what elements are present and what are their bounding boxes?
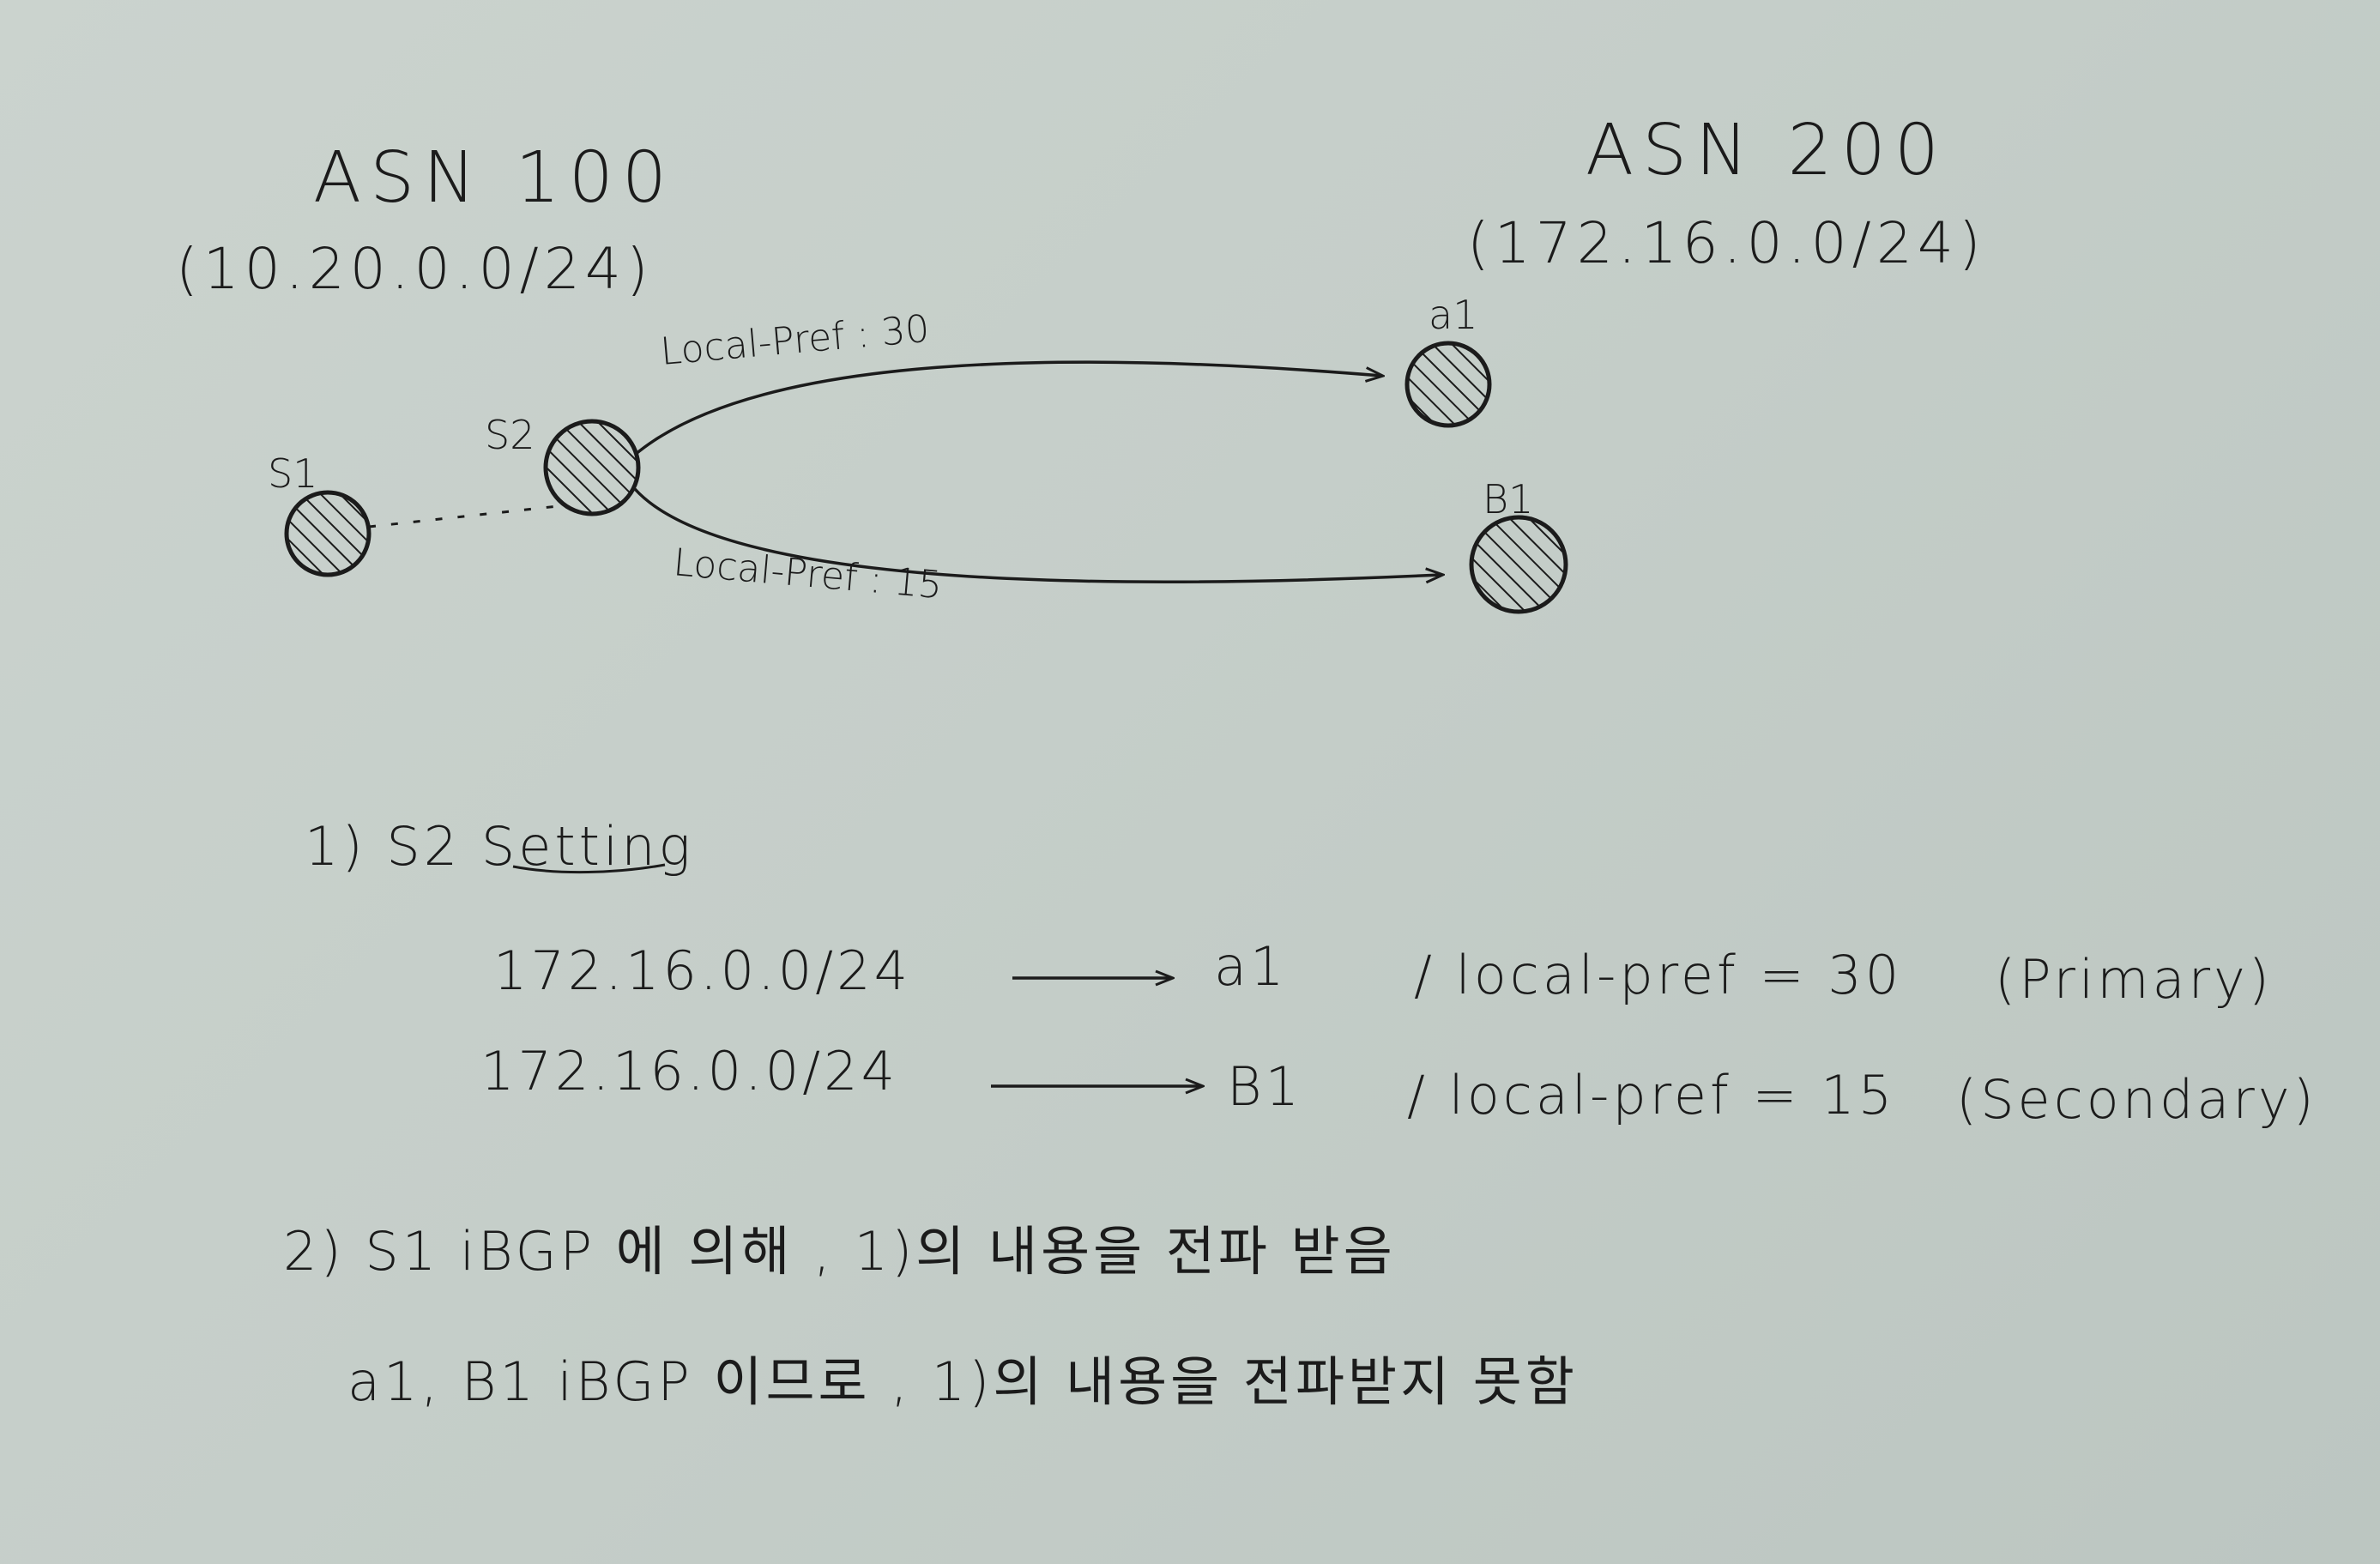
- node-s2: [543, 419, 641, 516]
- node-a1-label: a1: [1429, 292, 1478, 338]
- step1-title: 1) S2 Setting: [305, 815, 694, 878]
- s2-b1-link: [633, 487, 1441, 582]
- s2-a1-link: [633, 360, 1381, 456]
- row2-role: (Secondary): [1956, 1068, 2317, 1131]
- asn-left-subnet: (10.20.0.0/24): [176, 236, 654, 302]
- row2-prefix: 172.16.0.0/24: [480, 1040, 899, 1102]
- asn-left-title: ASN 100: [313, 137, 676, 219]
- s1-s2-dotted-link: [368, 504, 559, 528]
- row1-pref: / local-pref = 30: [1414, 944, 1903, 1006]
- setting-underline: [512, 863, 666, 874]
- asn-right-subnet: (172.16.0.0/24): [1467, 210, 1986, 276]
- node-a1: [1404, 341, 1492, 428]
- node-b1: [1469, 515, 1568, 614]
- asn-right-title: ASN 200: [1586, 110, 1948, 191]
- node-s1: [284, 490, 371, 577]
- row2-pref: / local-pref = 15: [1407, 1064, 1896, 1126]
- row1-target: a1: [1214, 935, 1288, 998]
- row1-role: (Primary): [1995, 948, 2273, 1011]
- step3-text: a1, B1 iBGP 이므로 , 1)의 내용을 전파받지 못함: [347, 1350, 1578, 1413]
- node-s1-label: S1: [268, 450, 318, 497]
- node-s2-label: S2: [485, 412, 535, 458]
- step2-text: 2) S1 iBGP 에 의해 , 1)의 내용을 전파 받음: [283, 1220, 1396, 1283]
- row1-prefix: 172.16.0.0/24: [493, 939, 912, 1002]
- node-b1-label: B1: [1483, 476, 1534, 522]
- row2-target: B1: [1227, 1055, 1303, 1118]
